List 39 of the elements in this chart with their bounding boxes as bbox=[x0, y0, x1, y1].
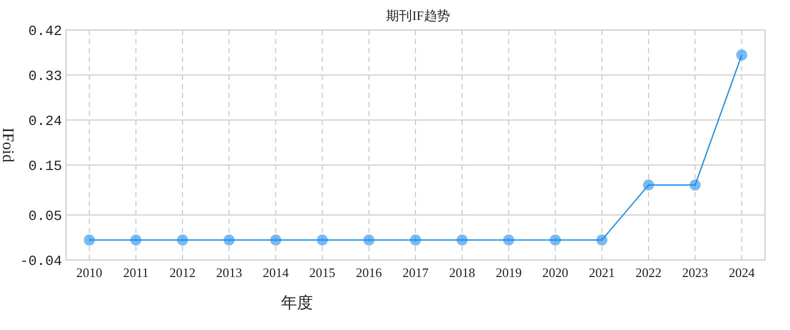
point bbox=[316, 234, 328, 246]
x-tick-label: 2012 bbox=[170, 265, 196, 280]
x-tick-label: 2013 bbox=[216, 265, 242, 280]
x-tick-label: 2023 bbox=[682, 265, 708, 280]
x-tick-label: 2010 bbox=[76, 265, 102, 280]
point bbox=[177, 234, 188, 246]
point bbox=[503, 234, 514, 246]
x-tick-label: 2011 bbox=[123, 265, 149, 280]
y-tick-label: 0.42 bbox=[28, 24, 62, 40]
y-tick-label: 0.15 bbox=[28, 159, 62, 175]
y-tick-label: 0.33 bbox=[28, 69, 62, 85]
x-axis-title: 年度 bbox=[281, 294, 313, 312]
x-tick-label: 2024 bbox=[728, 265, 756, 280]
point bbox=[84, 234, 95, 246]
x-tick-label: 2022 bbox=[636, 265, 662, 280]
point bbox=[410, 234, 421, 246]
x-tick-label: 2016 bbox=[356, 265, 382, 280]
point bbox=[596, 234, 608, 246]
point bbox=[690, 180, 701, 190]
chart-title: 期刊IF趋势 bbox=[386, 8, 450, 23]
x-tick-label: 2017 bbox=[402, 265, 429, 280]
y-tick-label: 0.24 bbox=[28, 114, 62, 130]
y-axis-title: IFoid bbox=[0, 128, 16, 162]
x-tick-label: 2020 bbox=[542, 265, 568, 280]
x-tick-label: 2014 bbox=[262, 265, 290, 280]
x-tick-label: 2021 bbox=[588, 265, 615, 280]
x-tick-label: 2018 bbox=[449, 265, 476, 280]
point bbox=[363, 234, 374, 246]
point bbox=[130, 234, 142, 246]
point bbox=[550, 234, 561, 246]
point bbox=[643, 180, 654, 190]
point bbox=[270, 234, 282, 246]
point bbox=[224, 234, 235, 246]
point bbox=[736, 50, 748, 60]
point bbox=[456, 234, 468, 246]
x-tick-label: 2015 bbox=[309, 265, 336, 280]
y-tick-label: 0.05 bbox=[28, 209, 62, 225]
y-tick-label: -0.04 bbox=[20, 254, 62, 270]
x-tick-label: 2019 bbox=[496, 265, 522, 280]
